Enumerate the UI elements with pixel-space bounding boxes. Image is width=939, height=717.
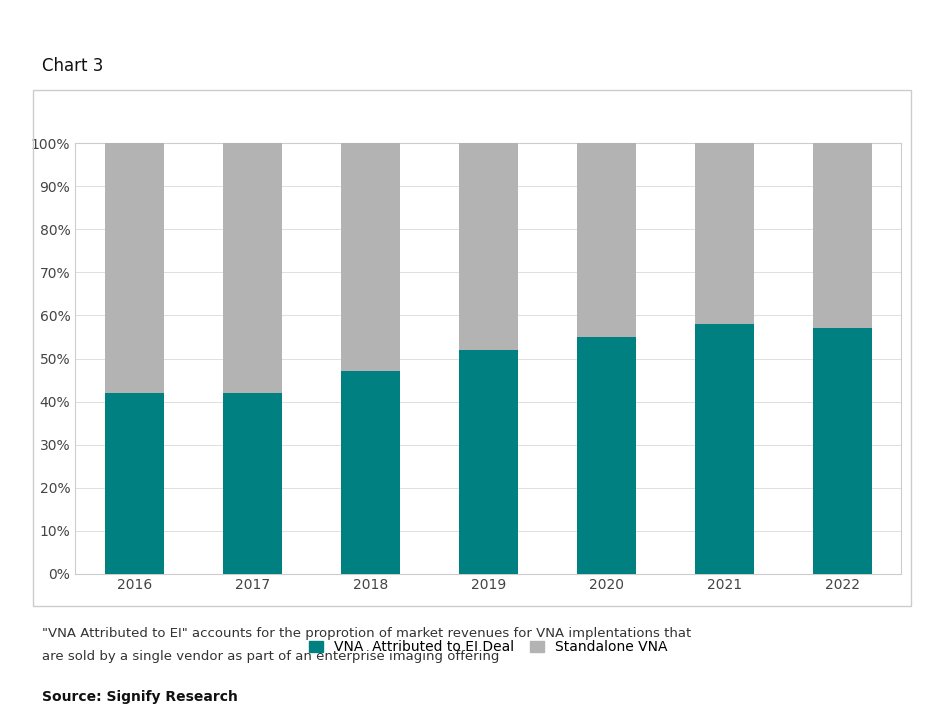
Bar [577, 143, 636, 337]
Text: Chart 3: Chart 3 [42, 57, 103, 75]
Bar [695, 143, 754, 324]
Bar [459, 143, 517, 350]
Bar [104, 143, 163, 393]
Bar [695, 324, 754, 574]
Bar [104, 393, 163, 574]
Legend: VNA  Attributed to EI Deal, Standalone VNA: VNA Attributed to EI Deal, Standalone VN… [301, 633, 675, 661]
Text: Source: Signify Research: Source: Signify Research [42, 690, 239, 704]
Text: "VNA Attributed to EI" accounts for the proprotion of market revenues for VNA im: "VNA Attributed to EI" accounts for the … [42, 627, 691, 640]
Bar [577, 337, 636, 574]
Bar [341, 371, 400, 574]
Bar [341, 143, 400, 371]
Bar [223, 143, 282, 393]
Bar [223, 393, 282, 574]
Bar [813, 328, 872, 574]
Text: are sold by a single vendor as part of an enterprise imaging offering: are sold by a single vendor as part of a… [42, 650, 500, 663]
Bar [459, 350, 517, 574]
Bar [813, 143, 872, 328]
